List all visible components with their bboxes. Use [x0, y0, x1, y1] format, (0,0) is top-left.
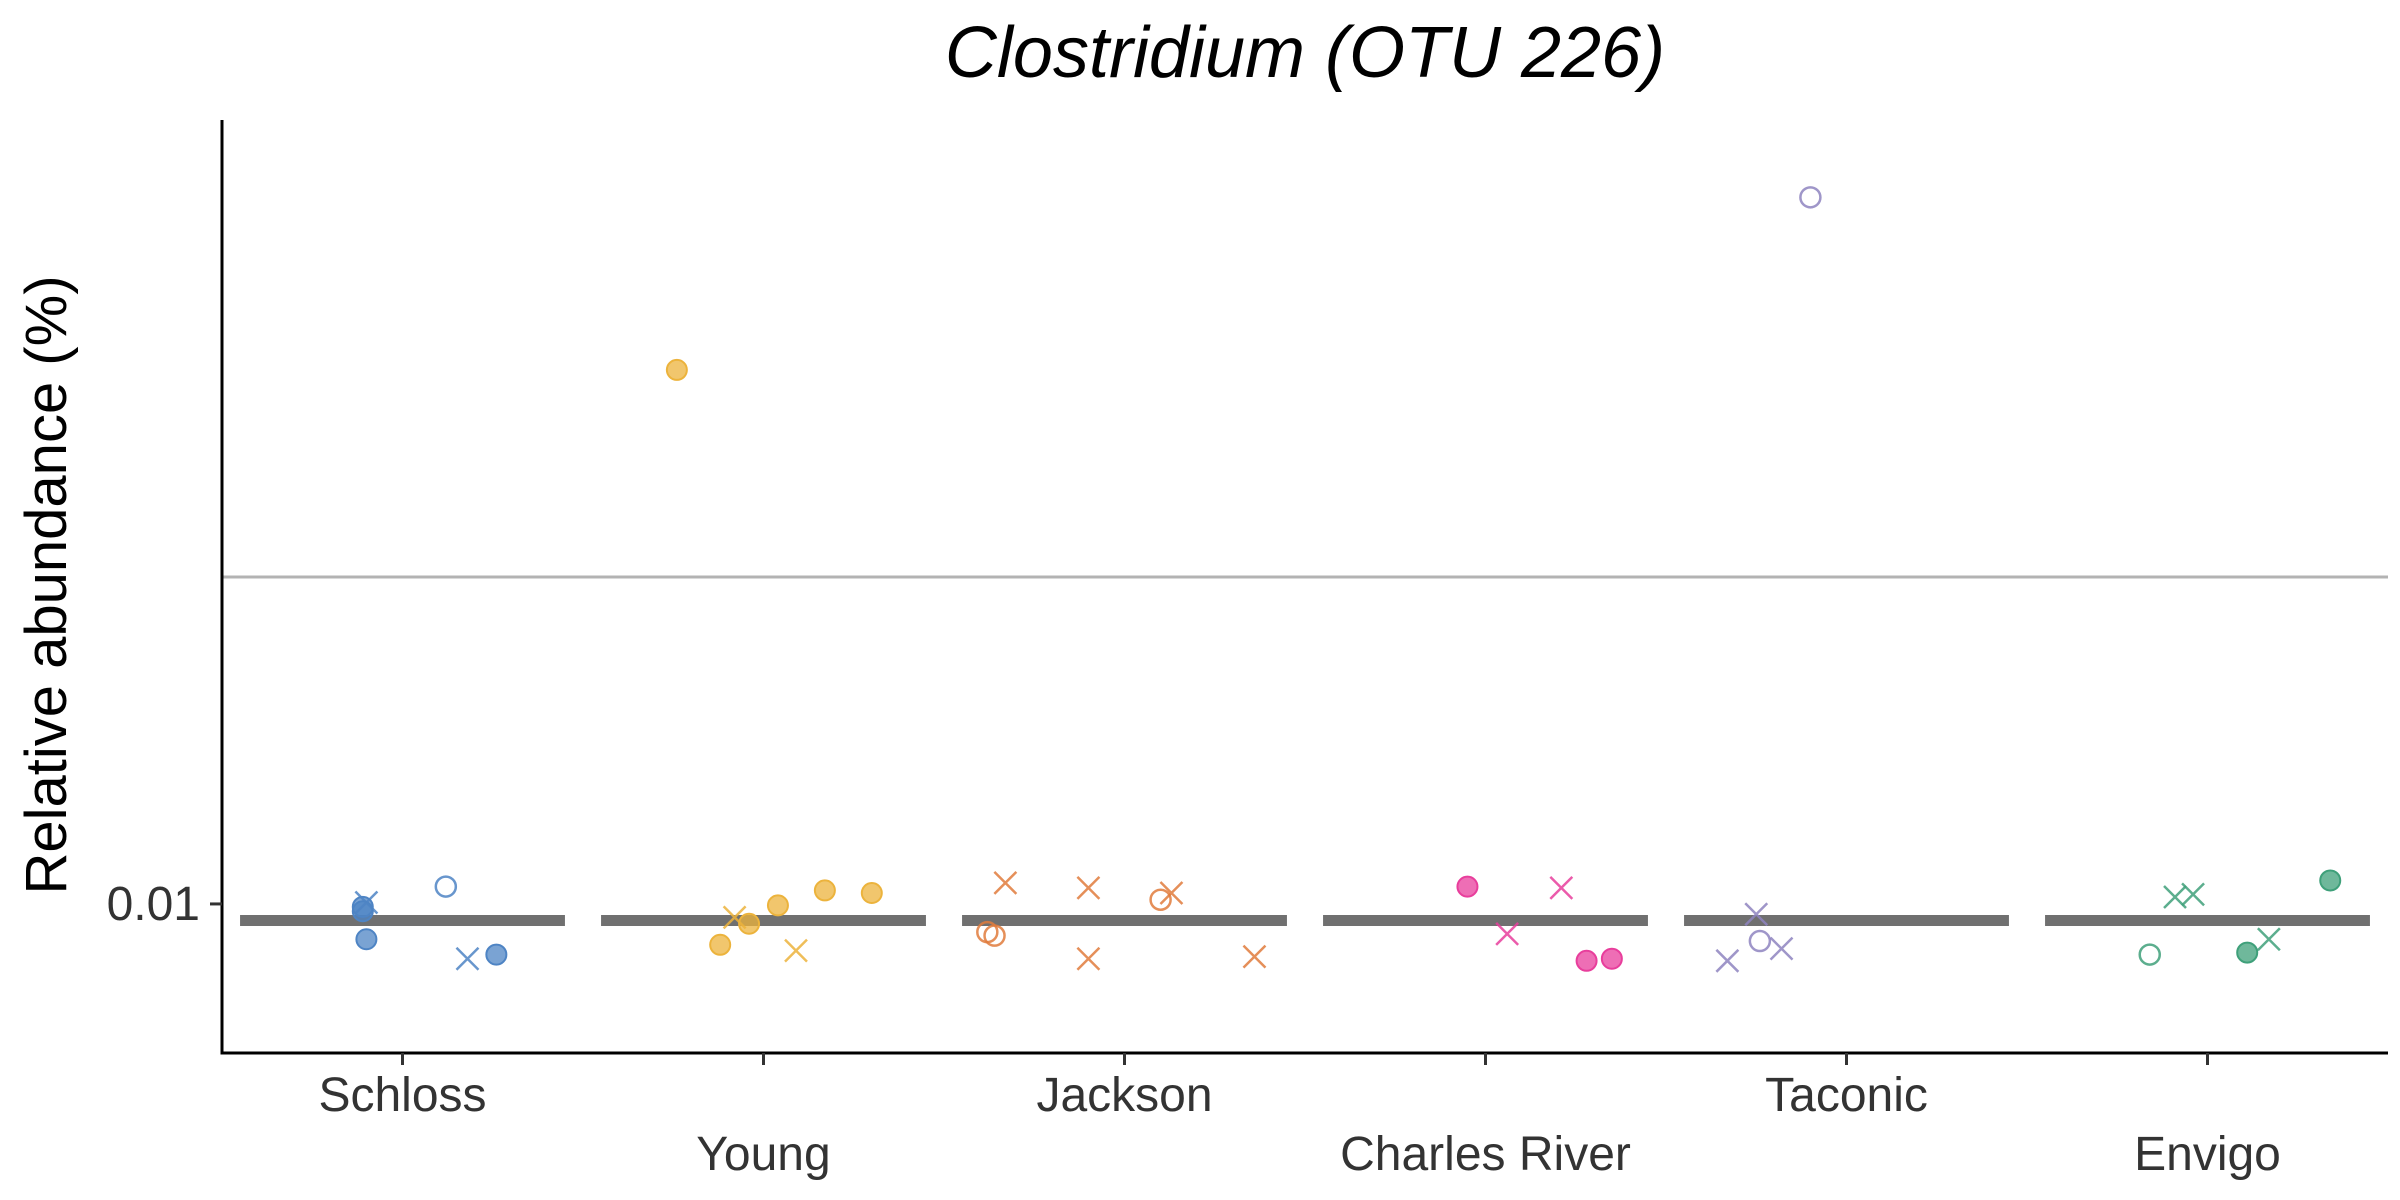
- point-filled-young: [709, 933, 732, 956]
- point-cross-jackson: [1242, 944, 1267, 969]
- point-filled-charles-river: [1600, 947, 1623, 970]
- point-filled-schloss: [485, 943, 508, 966]
- point-filled-young: [738, 912, 761, 935]
- point-filled-young: [860, 882, 883, 905]
- data-points: [351, 186, 2342, 973]
- x-tick-label-charles-river: Charles River: [1340, 1128, 1631, 1181]
- point-filled-schloss: [355, 928, 378, 951]
- point-cross-schloss: [354, 890, 379, 915]
- point-filled-young: [813, 879, 836, 902]
- x-tick-label-jackson: Jackson: [1036, 1069, 1212, 1122]
- point-cross-envigo: [2181, 882, 2205, 907]
- point-open-schloss: [434, 875, 458, 898]
- point-cross-taconic: [1744, 902, 1769, 927]
- x-tick-label-young: Young: [696, 1128, 830, 1181]
- point-open-taconic: [1748, 929, 1772, 953]
- point-open-taconic: [1799, 186, 1822, 209]
- point-cross-jackson: [993, 870, 1018, 895]
- point-filled-charles-river: [1456, 875, 1479, 898]
- point-open-envigo: [2138, 943, 2161, 966]
- point-cross-jackson: [1159, 881, 1184, 905]
- point-cross-schloss: [455, 946, 480, 971]
- x-tick-label-envigo: Envigo: [2134, 1128, 2281, 1181]
- point-filled-young: [766, 894, 789, 917]
- point-cross-envigo: [2256, 927, 2281, 952]
- plot-area: [222, 575, 2388, 926]
- axes: 0.01 Schloss Young Jackson Charles River Taco…: [107, 120, 2388, 1181]
- point-filled-young: [665, 358, 688, 381]
- point-filled-envigo: [2319, 869, 2342, 892]
- x-tick-label-taconic: Taconic: [1765, 1069, 1928, 1122]
- x-tick-label-schloss: Schloss: [318, 1069, 486, 1122]
- y-axis-label: Relative abundance (%): [14, 275, 79, 894]
- point-cross-jackson: [1076, 946, 1101, 971]
- point-cross-taconic: [1715, 948, 1740, 973]
- point-cross-charles-river: [1549, 875, 1574, 900]
- point-cross-jackson: [1076, 875, 1101, 900]
- point-open-jackson: [1149, 888, 1172, 911]
- point-cross-young: [784, 938, 808, 963]
- point-open-jackson: [983, 924, 1006, 947]
- chart-title: Clostridium (OTU 226): [945, 13, 1665, 93]
- point-cross-charles-river: [1495, 921, 1520, 946]
- point-cross-taconic: [1769, 936, 1794, 961]
- y-tick-label: 0.01: [107, 878, 200, 931]
- point-filled-charles-river: [1575, 949, 1598, 972]
- point-filled-envigo: [2236, 941, 2259, 964]
